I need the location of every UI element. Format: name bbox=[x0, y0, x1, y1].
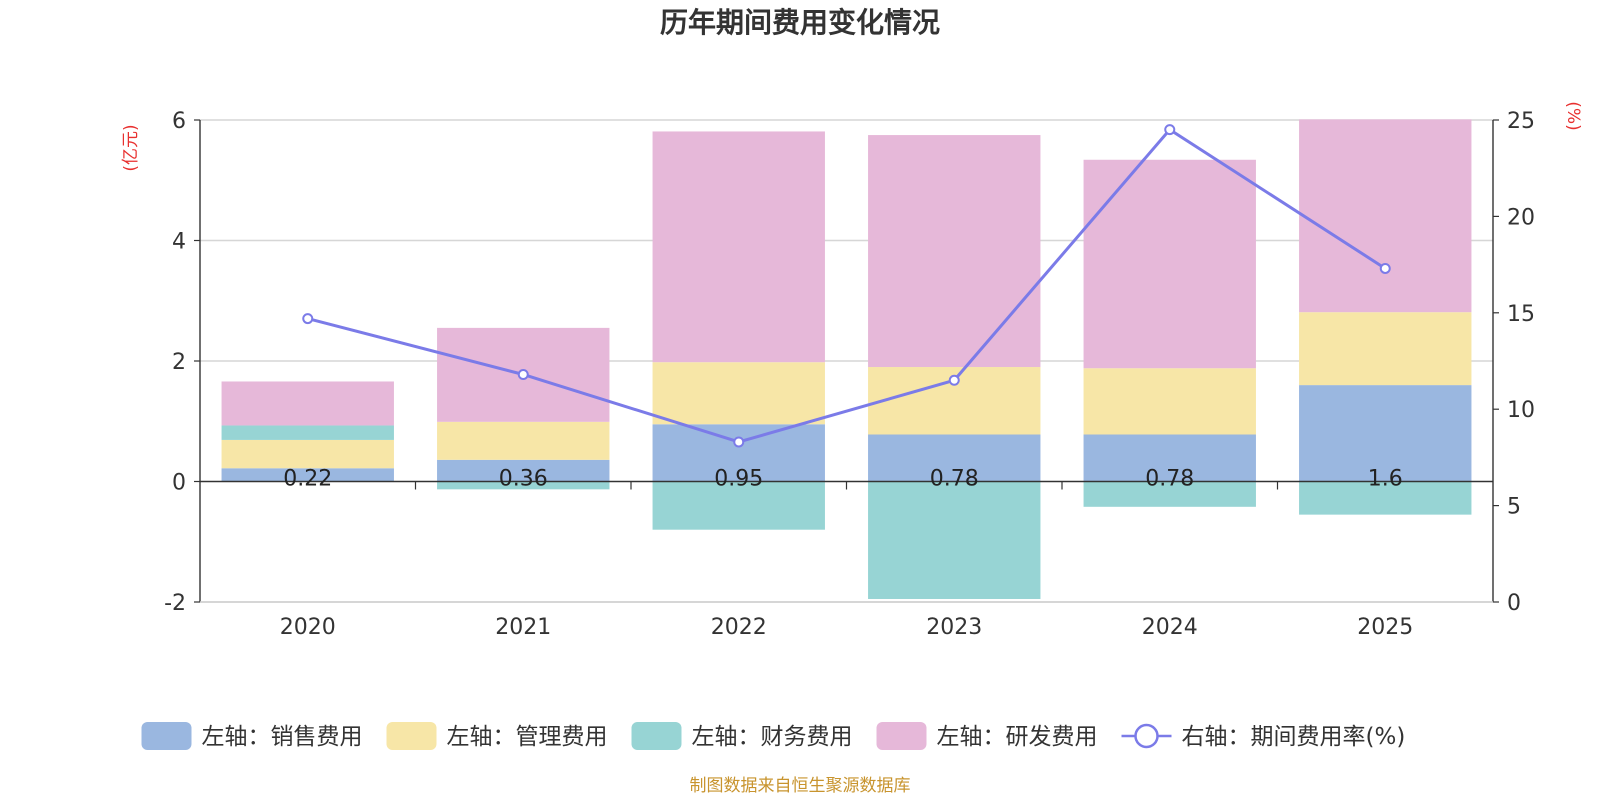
data-labels: 0.22 0.36 0.95 0.78 0.78 1.6 bbox=[283, 467, 1402, 492]
rate-line-series bbox=[302, 124, 1391, 448]
legend-label: 左轴：销售费用 bbox=[202, 724, 363, 750]
bar bbox=[652, 481, 825, 530]
x-axis-tick-label: 2023 bbox=[926, 615, 982, 640]
bar bbox=[221, 468, 394, 482]
bar bbox=[652, 131, 825, 363]
x-axis-tick-label: 2022 bbox=[711, 615, 767, 640]
left-axis-tick-label: 0 bbox=[172, 471, 186, 496]
bar bbox=[437, 459, 610, 482]
x-axis-tick-label: 2024 bbox=[1142, 615, 1198, 640]
bar bbox=[437, 421, 610, 460]
x-axis-tick-label: 2021 bbox=[495, 615, 551, 640]
bar bbox=[1299, 481, 1472, 515]
bar bbox=[652, 424, 825, 482]
data-label: 1.6 bbox=[1368, 467, 1403, 492]
data-label: 0.78 bbox=[930, 467, 979, 492]
bar bbox=[437, 481, 610, 490]
right-axis-tick-label: 10 bbox=[1507, 398, 1535, 423]
data-label: 0.36 bbox=[499, 467, 548, 492]
x-axis-tick-label: 2020 bbox=[280, 615, 336, 640]
right-axis-tick-label: 5 bbox=[1507, 495, 1521, 520]
legend-swatch bbox=[141, 722, 192, 750]
left-axis-unit: (亿元) bbox=[121, 124, 141, 171]
bar bbox=[1299, 385, 1472, 482]
right-axis-tick-label: 25 bbox=[1507, 109, 1535, 134]
rate-point bbox=[302, 313, 314, 325]
bar bbox=[1083, 368, 1256, 435]
bar bbox=[652, 362, 825, 425]
legend-label: 左轴：管理费用 bbox=[447, 724, 608, 750]
right-axis-tick-label: 0 bbox=[1507, 591, 1521, 616]
legend-swatch bbox=[386, 722, 437, 750]
right-axis-unit: (%) bbox=[1563, 101, 1583, 130]
bar bbox=[221, 425, 394, 440]
legend-label: 右轴：期间费用率(%) bbox=[1182, 724, 1406, 750]
rate-point bbox=[733, 436, 745, 448]
bar bbox=[1083, 434, 1256, 482]
source-note: 制图数据来自恒生聚源数据库 bbox=[690, 776, 911, 796]
bar bbox=[1083, 159, 1256, 369]
left-axis-tick-label: 4 bbox=[172, 230, 186, 255]
bar bbox=[1083, 481, 1256, 507]
bar-series bbox=[221, 119, 1472, 599]
right-axis-tick-label: 15 bbox=[1507, 302, 1535, 327]
legend-label: 左轴：研发费用 bbox=[937, 724, 1098, 750]
legend: 左轴：销售费用 左轴：管理费用 左轴：财务费用 左轴：研发费用 右轴：期间费用率(%) bbox=[141, 722, 1406, 750]
x-axis-tick-label: 2025 bbox=[1357, 615, 1413, 640]
left-axis-tick-label: 6 bbox=[172, 109, 186, 134]
rate-point bbox=[1379, 262, 1391, 274]
rate-point bbox=[948, 374, 960, 386]
data-label: 0.22 bbox=[283, 467, 332, 492]
legend-swatch bbox=[631, 722, 682, 750]
left-axis-tick-label: -2 bbox=[164, 591, 186, 616]
rate-point bbox=[1164, 124, 1176, 136]
left-axis-tick-label: 2 bbox=[172, 350, 186, 375]
bar bbox=[221, 381, 394, 426]
bar bbox=[221, 439, 394, 469]
legend-swatch bbox=[876, 722, 927, 750]
bar bbox=[868, 481, 1041, 599]
data-label: 0.95 bbox=[714, 467, 763, 492]
bar bbox=[1299, 119, 1472, 313]
bar bbox=[868, 434, 1041, 482]
bar bbox=[1299, 312, 1472, 386]
right-axis-tick-label: 20 bbox=[1507, 205, 1535, 230]
rate-line bbox=[307, 127, 1387, 444]
legend-label: 左轴：财务费用 bbox=[692, 724, 853, 750]
bar bbox=[868, 135, 1041, 368]
chart-title: 历年期间费用变化情况 bbox=[660, 6, 940, 39]
rate-point bbox=[517, 368, 529, 380]
data-label: 0.78 bbox=[1145, 467, 1194, 492]
legend-line-marker bbox=[1134, 723, 1159, 749]
